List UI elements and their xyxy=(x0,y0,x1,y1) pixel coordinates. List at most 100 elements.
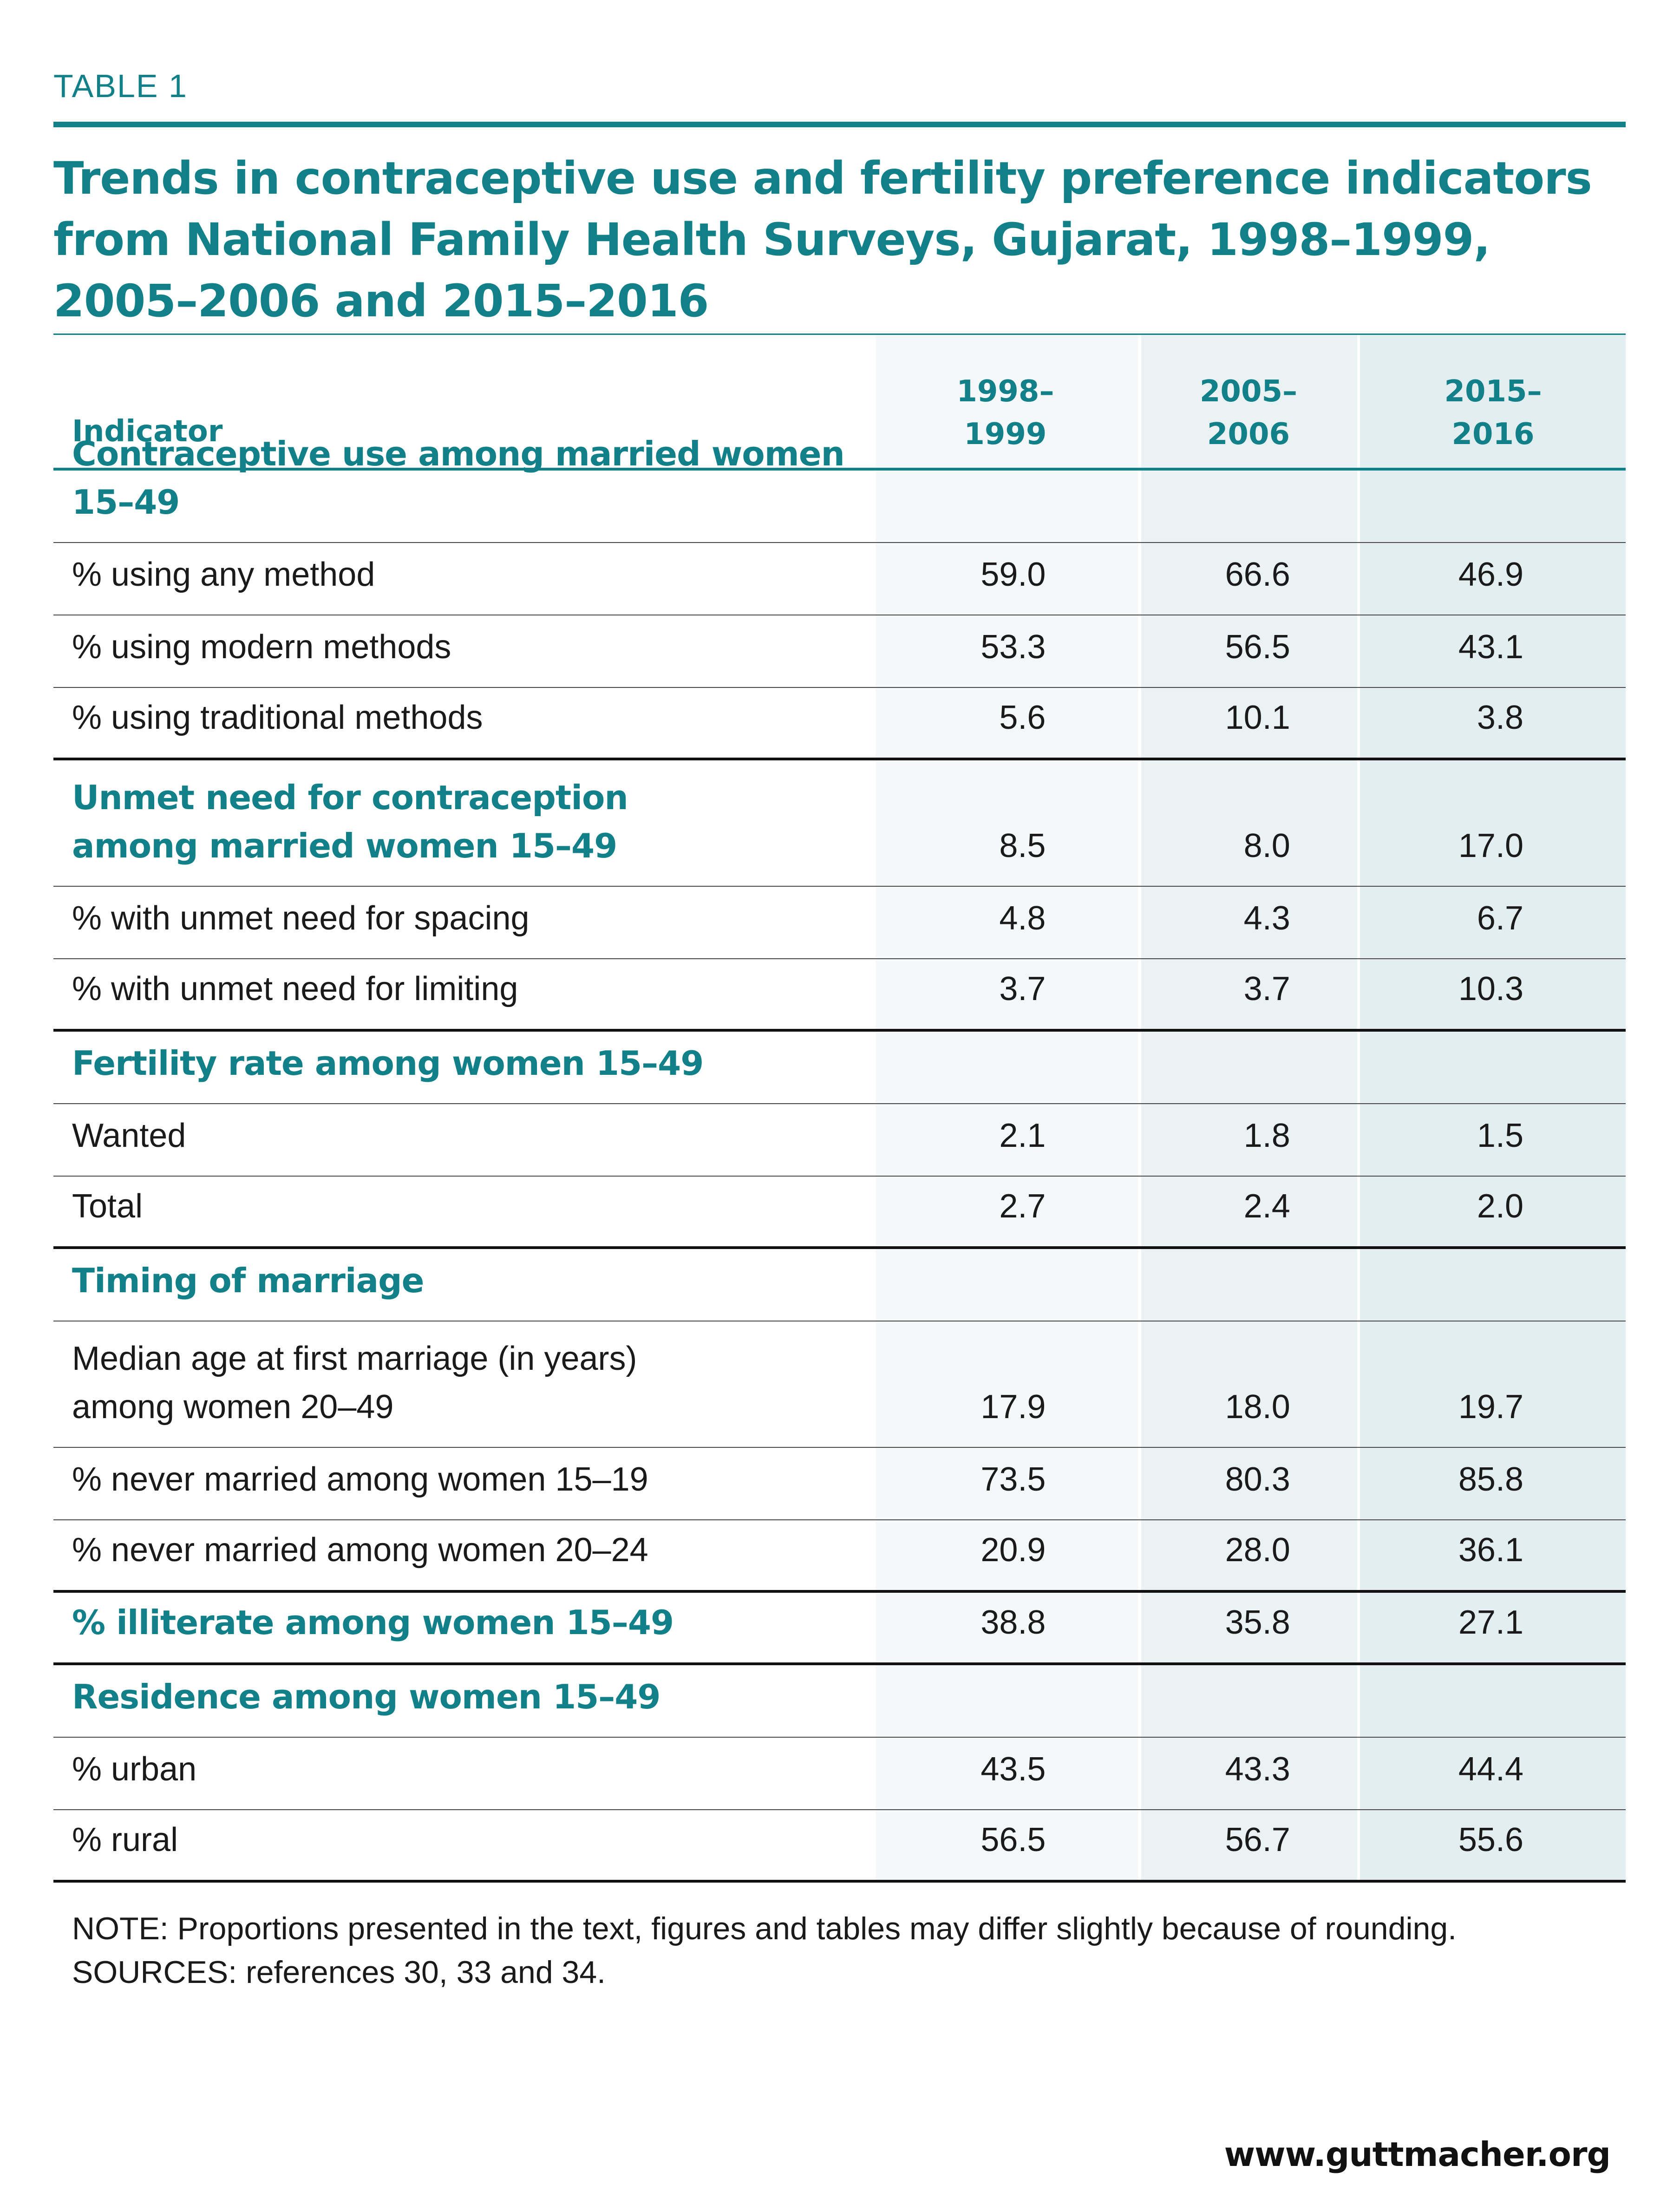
cell-value xyxy=(1139,1305,1357,1321)
cell-value: 19.7 xyxy=(1458,1388,1523,1426)
cell-value: 17.9 xyxy=(981,1388,1046,1426)
cell-value xyxy=(1360,1721,1626,1737)
table-header-row: Indicator 1998– 1999 2005– 2006 2015– 20… xyxy=(53,335,1626,471)
cell-value: 56.5 xyxy=(981,1821,1046,1858)
cell-value: 4.8 xyxy=(999,900,1046,937)
row-label: % with unmet need for limiting xyxy=(72,970,518,1007)
cell-value xyxy=(1139,1721,1357,1737)
header-2015-2016: 2015– 2016 xyxy=(1444,374,1542,451)
section-row: Contraceptive use among married women 15… xyxy=(53,434,1626,543)
cell-value xyxy=(1139,1087,1357,1103)
cell-value: 66.6 xyxy=(1225,556,1290,593)
cell-value: 28.0 xyxy=(1225,1531,1290,1569)
cell-value: 53.3 xyxy=(981,628,1046,666)
row-label: % rural xyxy=(72,1821,178,1858)
table-row: % never married among women 15–19 73.5 80.… xyxy=(53,1448,1626,1520)
cell-value: 17.0 xyxy=(1458,827,1523,864)
row-label: Total xyxy=(72,1188,143,1225)
cell-value: 3.7 xyxy=(999,970,1046,1007)
section-label: Unmet need for contraception among marri… xyxy=(72,778,628,865)
table-note: NOTE: Proportions presented in the text,… xyxy=(72,1911,1457,1990)
cell-value: 85.8 xyxy=(1458,1461,1523,1498)
cell-value: 59.0 xyxy=(981,556,1046,593)
section-label: Timing of marriage xyxy=(72,1261,424,1300)
cell-value: 56.7 xyxy=(1225,1821,1290,1858)
table-row: % urban 43.5 43.3 44.4 xyxy=(53,1738,1626,1810)
cell-value: 38.8 xyxy=(981,1604,1046,1641)
table-row: % rural 56.5 56.7 55.6 xyxy=(53,1810,1626,1883)
cell-value: 10.3 xyxy=(1458,970,1523,1007)
cell-value xyxy=(1360,1087,1626,1103)
cell-value: 56.5 xyxy=(1225,628,1290,666)
column-background-2015 xyxy=(1360,335,1626,1883)
cell-value: 43.5 xyxy=(981,1751,1046,1788)
cell-value: 43.3 xyxy=(1225,1751,1290,1788)
row-label: % never married among women 15–19 xyxy=(72,1461,648,1498)
section-row: Timing of marriage xyxy=(53,1249,1626,1321)
cell-value xyxy=(1139,526,1357,542)
column-background-2005 xyxy=(1141,335,1357,1883)
data-table: Indicator 1998– 1999 2005– 2006 2015– 20… xyxy=(53,334,1626,1883)
table-row: % with unmet need for spacing 4.8 4.3 6.7 xyxy=(53,887,1626,959)
table-title: Trends in contraceptive use and fertilit… xyxy=(53,152,1592,327)
section-row: Unmet need for contraception among marri… xyxy=(53,760,1626,887)
row-label: % never married among women 20–24 xyxy=(72,1531,648,1569)
cell-value: 2.4 xyxy=(1243,1188,1290,1225)
cell-value: 4.3 xyxy=(1243,900,1290,937)
cell-value xyxy=(1360,1305,1626,1321)
table-row: Total 2.7 2.4 2.0 xyxy=(53,1177,1626,1249)
cell-value: 43.1 xyxy=(1458,628,1523,666)
cell-value xyxy=(874,1305,1136,1321)
header-2005-2006: 2005– 2006 xyxy=(1199,374,1298,451)
cell-value: 2.0 xyxy=(1477,1188,1523,1225)
cell-value: 1.8 xyxy=(1243,1117,1290,1154)
cell-value: 18.0 xyxy=(1225,1388,1290,1426)
table-body: Contraceptive use among married women 15… xyxy=(53,434,1626,1883)
cell-value: 44.4 xyxy=(1458,1751,1523,1788)
section-row: Fertility rate among women 15–49 xyxy=(53,1032,1626,1104)
cell-value: 3.7 xyxy=(1243,970,1290,1007)
row-label: % with unmet need for spacing xyxy=(72,900,529,937)
cell-value xyxy=(874,1721,1136,1737)
row-label: % using traditional methods xyxy=(72,699,483,736)
table-row: % never married among women 20–24 20.9 28.… xyxy=(53,1520,1626,1593)
section-label: % illiterate among women 15–49 xyxy=(72,1603,674,1642)
cell-value: 8.0 xyxy=(1243,827,1290,864)
title-rule xyxy=(53,122,1626,127)
table-row: % with unmet need for limiting 3.7 3.7 10.3 xyxy=(53,959,1626,1032)
footer-url: www.guttmacher.org xyxy=(1224,2135,1611,2174)
cell-value: 2.7 xyxy=(999,1188,1046,1225)
row-label: Median age at first marriage (in years) … xyxy=(72,1340,637,1426)
row-label: % using modern methods xyxy=(72,628,451,666)
table-row: % using modern methods 53.3 56.5 43.1 xyxy=(53,615,1626,688)
cell-value: 73.5 xyxy=(981,1461,1046,1498)
row-label: % using any method xyxy=(72,556,375,593)
cell-value: 46.9 xyxy=(1458,556,1523,593)
cell-value: 8.5 xyxy=(999,827,1046,864)
table-row: % using traditional methods 5.6 10.1 3.8 xyxy=(53,688,1626,760)
row-label: % urban xyxy=(72,1751,197,1788)
cell-value: 5.6 xyxy=(999,699,1046,736)
cell-value: 27.1 xyxy=(1458,1604,1523,1641)
column-background-1998 xyxy=(876,335,1138,1883)
cell-value: 2.1 xyxy=(999,1117,1046,1154)
header-indicator: Indicator xyxy=(72,414,223,449)
cell-value: 36.1 xyxy=(1458,1531,1523,1569)
table-number: TABLE 1 xyxy=(53,68,188,104)
row-label: Wanted xyxy=(72,1117,186,1154)
section-row: Residence among women 15–49 xyxy=(53,1665,1626,1738)
table-row: Median age at first marriage (in years) … xyxy=(53,1321,1626,1448)
cell-value xyxy=(874,526,1136,542)
section-label: Residence among women 15–49 xyxy=(72,1677,661,1716)
section-row: % illiterate among women 15–49 38.8 35.8 27… xyxy=(53,1593,1626,1665)
section-label: Fertility rate among women 15–49 xyxy=(72,1044,704,1083)
cell-value: 80.3 xyxy=(1225,1461,1290,1498)
header-1998-1999: 1998– 1999 xyxy=(956,374,1054,451)
cell-value: 55.6 xyxy=(1458,1821,1523,1858)
table-row: % using any method 59.0 66.6 46.9 xyxy=(53,543,1626,615)
section-label: Contraceptive use among married women 15… xyxy=(72,434,845,522)
table-row: Wanted 2.1 1.8 1.5 xyxy=(53,1104,1626,1177)
cell-value: 10.1 xyxy=(1225,699,1290,736)
table-page: TABLE 1 Trends in contraceptive use and … xyxy=(53,70,1626,1994)
cell-value xyxy=(874,1087,1136,1103)
